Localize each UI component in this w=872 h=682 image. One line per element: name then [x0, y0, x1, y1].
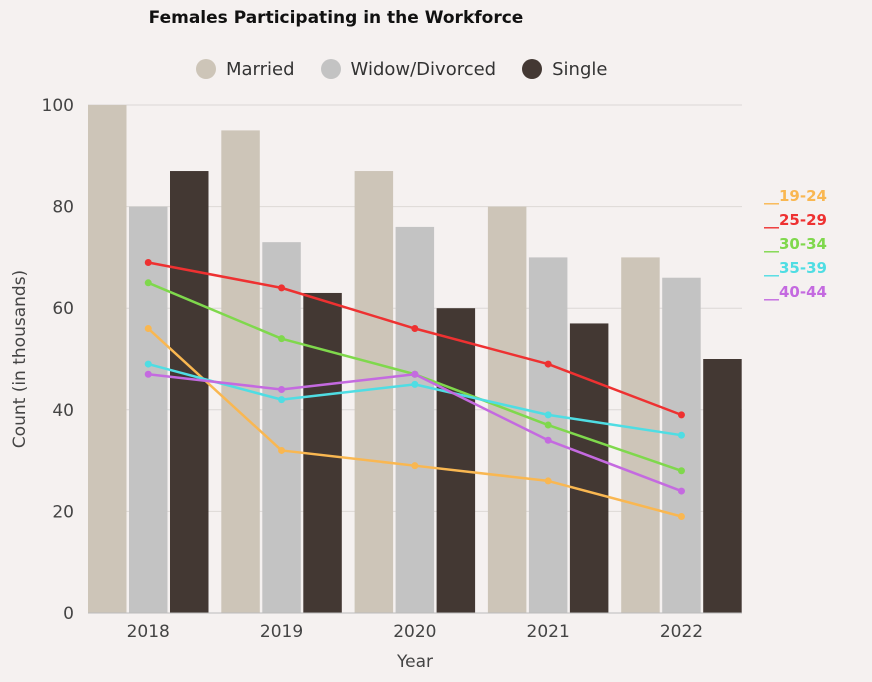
line-point-40-44-2021	[544, 436, 552, 444]
line-legend-25-29: __25-29	[764, 211, 827, 229]
bar-married-2022	[621, 257, 660, 613]
line-point-19-24-2021	[544, 477, 552, 485]
legend-item-single: Single	[522, 59, 607, 80]
line-legend-30-34: __30-34	[764, 235, 827, 253]
bar-married-2018	[88, 105, 127, 613]
bar-legend: Married Widow/Divorced Single	[196, 56, 607, 82]
bar-married-2019	[221, 130, 260, 613]
bar-widow-divorced-2019	[262, 242, 301, 613]
line-legend-40-44: __40-44	[764, 283, 827, 301]
line-point-19-24-2019	[278, 446, 286, 454]
line-point-35-39-2022	[677, 431, 685, 439]
line-point-30-34-2022	[677, 467, 685, 475]
line-point-19-24-2020	[411, 462, 419, 470]
y-tick-label: 0	[63, 604, 74, 624]
bar-married-2020	[354, 171, 394, 614]
line-point-30-34-2021	[544, 421, 552, 429]
line-legend-19-24: __19-24	[764, 187, 827, 205]
y-tick-label: 80	[52, 198, 74, 218]
legend-item-married: Married	[196, 59, 295, 80]
line-point-40-44-2020	[411, 370, 419, 378]
x-tick-label: 2020	[393, 622, 436, 642]
legend-label-widow-divorced: Widow/Divorced	[350, 58, 497, 80]
legend-swatch-widow-divorced	[320, 59, 341, 79]
line-point-30-34-2018	[144, 279, 152, 287]
line-point-35-39-2020	[411, 380, 419, 388]
line-point-19-24-2022	[677, 512, 685, 520]
line-point-25-29-2018	[144, 258, 152, 266]
line-point-35-39-2021	[544, 411, 552, 419]
line-point-25-29-2020	[411, 325, 419, 333]
bar-widow-divorced-2020	[395, 226, 435, 614]
legend-label-married: Married	[226, 58, 295, 80]
bar-single-2020	[436, 308, 476, 613]
x-axis-title: Year	[396, 652, 433, 672]
bar-widow-divorced-2018	[129, 206, 168, 613]
y-tick-label: 20	[52, 502, 74, 522]
line-point-25-29-2022	[677, 411, 685, 419]
line-point-25-29-2021	[544, 360, 552, 368]
legend-item-widow-divorced: Widow/Divorced	[320, 58, 497, 80]
y-axis-title: Count (in thousands)	[10, 270, 30, 448]
bar-single-2021	[569, 323, 609, 613]
x-tick-label: 2022	[660, 622, 703, 642]
line-point-35-39-2019	[278, 396, 286, 404]
y-tick-label: 40	[52, 401, 74, 421]
x-tick-label: 2018	[127, 622, 170, 642]
line-legend-35-39: __35-39	[764, 259, 827, 277]
x-tick-label: 2019	[260, 622, 303, 642]
bar-single-2022	[703, 359, 742, 613]
line-point-40-44-2018	[144, 370, 152, 378]
line-point-35-39-2018	[144, 360, 152, 368]
line-point-30-34-2019	[278, 335, 286, 343]
line-point-19-24-2018	[144, 325, 152, 333]
line-point-40-44-2022	[677, 487, 685, 495]
legend-swatch-married	[196, 59, 216, 79]
x-tick-label: 2021	[527, 622, 570, 642]
bar-single-2018	[170, 171, 209, 614]
y-tick-label: 60	[52, 299, 74, 319]
legend-label-single: Single	[552, 58, 608, 80]
bar-widow-divorced-2022	[662, 277, 701, 613]
legend-swatch-single	[522, 59, 543, 79]
line-point-25-29-2019	[278, 284, 286, 292]
y-tick-label: 100	[42, 96, 74, 116]
chart-title: Females Participating in the Workforce	[148, 8, 524, 28]
bar-widow-divorced-2021	[528, 257, 568, 613]
line-point-40-44-2019	[278, 385, 286, 393]
line-legend: __19-24 __25-29 __30-34 __35-39 __40-44	[764, 184, 827, 304]
